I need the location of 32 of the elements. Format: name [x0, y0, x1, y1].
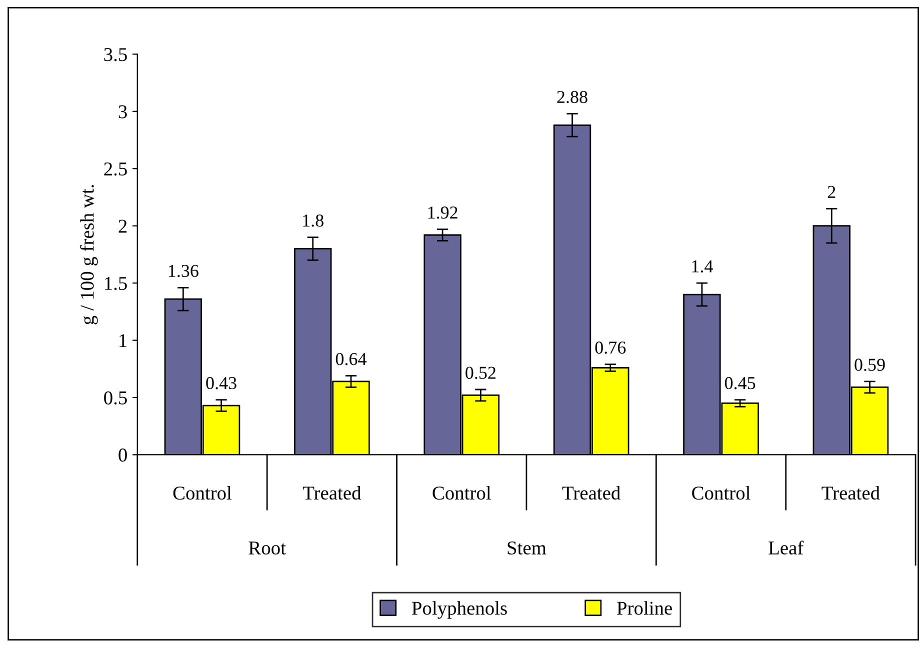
- data-label: 0.59: [854, 358, 885, 371]
- data-label: 0.64: [336, 352, 366, 366]
- x-tick-label: Control: [692, 486, 750, 500]
- x-tick-label: Treated: [822, 486, 880, 500]
- legend-label: Polyphenols: [412, 601, 507, 619]
- data-label: 0.43: [206, 376, 236, 390]
- data-label: 2: [828, 186, 836, 198]
- data-label: 2.88: [557, 90, 588, 104]
- data-label: 1.8: [303, 214, 324, 227]
- y-tick-label: 2: [118, 220, 127, 233]
- y-tick-label: 2.5: [104, 162, 127, 176]
- x-tick-label: Treated: [302, 486, 362, 500]
- data-label: 1.4: [692, 260, 713, 273]
- y-tick-label: 3.5: [104, 48, 127, 62]
- x-tick-label: Control: [432, 486, 491, 500]
- data-label: 1.92: [428, 206, 458, 219]
- data-label: 0.52: [466, 366, 496, 379]
- y-tick-label: 1: [120, 334, 126, 348]
- text: Root: [248, 542, 286, 555]
- x-tick-label: Control: [173, 486, 232, 500]
- data-label: 0.76: [595, 342, 626, 354]
- y-tick-label: 0.5: [104, 391, 127, 405]
- y-tick-label: 3: [118, 105, 127, 118]
- y-axis-title: g / 100 g fresh wt.: [80, 184, 98, 324]
- text: Stem: [508, 541, 546, 555]
- y-tick-label: 1.5: [105, 276, 127, 290]
- y-tick-label: 0: [118, 448, 127, 462]
- legend-label: Proline: [617, 601, 672, 615]
- text: Leaf: [768, 540, 804, 555]
- data-label: 1.36: [168, 264, 198, 278]
- data-label: 0.45: [724, 376, 756, 390]
- x-tick-label: Treated: [562, 486, 620, 500]
